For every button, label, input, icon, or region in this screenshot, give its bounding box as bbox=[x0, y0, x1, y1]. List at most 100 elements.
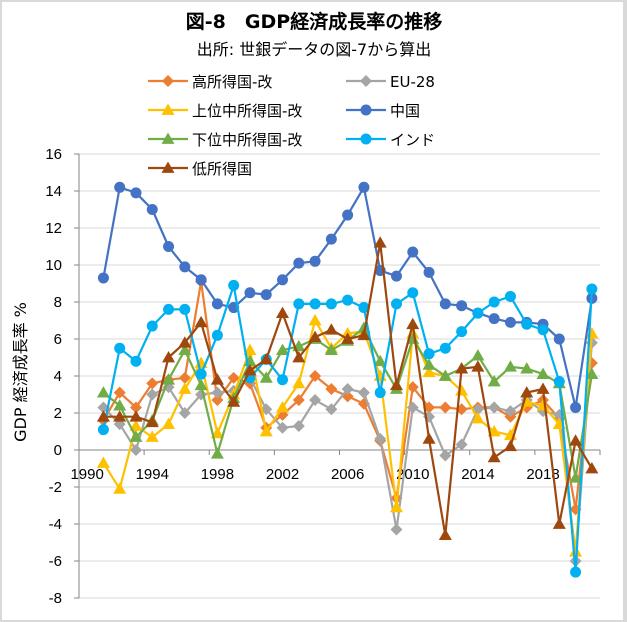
series-7 bbox=[96, 236, 599, 540]
y-tick-label: 2 bbox=[54, 405, 62, 422]
data-point bbox=[113, 410, 127, 422]
data-point bbox=[227, 371, 240, 384]
data-point bbox=[210, 447, 224, 459]
data-point bbox=[292, 351, 306, 363]
data-point bbox=[520, 362, 534, 374]
data-point bbox=[537, 324, 549, 336]
data-point bbox=[586, 283, 598, 295]
data-point bbox=[259, 352, 273, 365]
data-point bbox=[228, 279, 240, 291]
y-tick-label: 8 bbox=[54, 294, 62, 311]
y-tick-label: 14 bbox=[45, 183, 62, 200]
data-point bbox=[178, 407, 191, 419]
data-point bbox=[308, 314, 322, 326]
legend-marker bbox=[161, 161, 175, 173]
data-point bbox=[406, 381, 419, 394]
legend-item: 中国 bbox=[346, 102, 420, 120]
series-line bbox=[102, 319, 593, 553]
data-point bbox=[243, 343, 257, 355]
data-point bbox=[162, 373, 176, 385]
data-point bbox=[407, 246, 419, 258]
data-point bbox=[308, 330, 322, 343]
data-point bbox=[552, 517, 566, 529]
data-point bbox=[456, 326, 468, 338]
data-point bbox=[163, 241, 175, 252]
data-point bbox=[211, 394, 224, 407]
data-point bbox=[309, 394, 322, 407]
data-point bbox=[488, 401, 501, 414]
data-point bbox=[342, 294, 354, 306]
legend-label: 上位中所得国-改 bbox=[192, 102, 302, 120]
data-point bbox=[504, 405, 517, 418]
legend-item: 高所得国-改 bbox=[148, 73, 272, 91]
data-point bbox=[178, 382, 192, 394]
data-point bbox=[130, 187, 142, 199]
data-point bbox=[503, 360, 517, 372]
data-point bbox=[325, 403, 338, 416]
data-point bbox=[210, 373, 224, 385]
y-tick-label: -4 bbox=[49, 516, 62, 533]
data-point bbox=[146, 204, 158, 215]
x-tick-label: 2006 bbox=[331, 466, 364, 483]
y-tick-label: 16 bbox=[45, 146, 62, 163]
data-point bbox=[114, 181, 126, 193]
data-point bbox=[260, 289, 272, 301]
data-point bbox=[325, 382, 338, 395]
series-line bbox=[102, 342, 593, 563]
data-point bbox=[227, 395, 241, 407]
data-point bbox=[406, 317, 420, 330]
data-point bbox=[488, 313, 500, 325]
data-point bbox=[374, 387, 386, 399]
data-point bbox=[325, 298, 337, 310]
data-point bbox=[439, 342, 451, 354]
legend-label: インド bbox=[390, 131, 435, 149]
data-point bbox=[374, 432, 387, 445]
data-point bbox=[276, 400, 290, 413]
data-point bbox=[455, 362, 469, 374]
legend-item: インド bbox=[346, 131, 435, 149]
data-point bbox=[341, 332, 355, 344]
series-group bbox=[96, 181, 599, 578]
legend-label: 低所得国 bbox=[192, 160, 252, 178]
data-point bbox=[293, 298, 305, 310]
legend-marker bbox=[360, 133, 372, 145]
gridlines bbox=[79, 153, 600, 599]
data-point bbox=[194, 378, 208, 391]
data-point bbox=[569, 434, 583, 446]
data-point bbox=[504, 316, 516, 328]
data-point bbox=[162, 351, 176, 363]
data-point bbox=[536, 367, 550, 380]
data-point bbox=[553, 376, 565, 388]
data-point bbox=[178, 343, 192, 355]
data-point bbox=[373, 354, 387, 367]
data-point bbox=[570, 401, 582, 413]
data-point bbox=[423, 348, 435, 360]
data-point bbox=[455, 438, 468, 451]
data-point bbox=[129, 401, 142, 414]
data-point bbox=[146, 377, 159, 390]
chart-subtitle: 出所: 世銀データの図-7から算出 bbox=[197, 40, 431, 59]
data-point bbox=[113, 386, 126, 399]
y-tick-label: 12 bbox=[45, 220, 62, 237]
data-point bbox=[521, 318, 533, 330]
data-point bbox=[129, 410, 143, 422]
legend-item: 低所得国 bbox=[148, 160, 252, 178]
data-point bbox=[439, 449, 452, 462]
data-point bbox=[503, 439, 517, 452]
data-point bbox=[504, 290, 516, 302]
data-point bbox=[439, 401, 452, 414]
data-point bbox=[471, 412, 485, 424]
data-point bbox=[194, 315, 208, 328]
data-point bbox=[276, 343, 290, 355]
chart-title: 図-8 GDP経済成長率の推移 bbox=[186, 10, 442, 33]
data-point bbox=[422, 432, 436, 444]
data-point bbox=[422, 365, 436, 378]
data-point bbox=[211, 329, 223, 341]
data-point bbox=[277, 274, 289, 286]
legend-label: 高所得国-改 bbox=[192, 73, 272, 91]
data-point bbox=[390, 270, 402, 282]
data-point bbox=[569, 471, 583, 483]
data-point bbox=[292, 394, 305, 407]
data-point bbox=[211, 386, 224, 399]
